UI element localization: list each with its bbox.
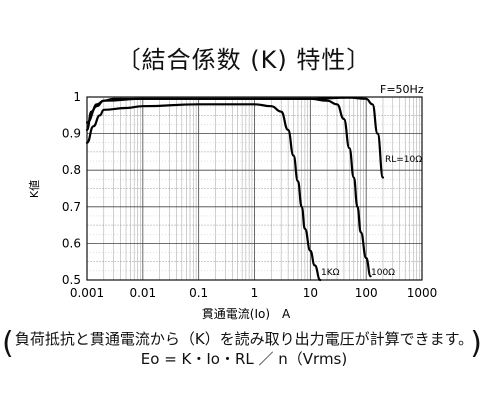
note-line-1: 負荷抵抗と貫通電流から（K）を読み取り出力電圧が計算できます。 xyxy=(14,330,474,348)
x-tick-label: 0.01 xyxy=(129,286,156,300)
series-line-2 xyxy=(85,97,372,278)
y-tick-label: 0.8 xyxy=(62,163,81,177)
annotation-1k: 1KΩ xyxy=(321,268,340,278)
note-line-2: Eo = K・Io・RL ／ n（Vrms) xyxy=(140,350,348,368)
x-tick-labels: 0.001 0.01 0.1 1 10 100 1000 xyxy=(70,286,437,300)
y-tick-label: 0.9 xyxy=(62,127,81,141)
y-tick-label: 0.6 xyxy=(62,236,81,250)
plot-frame xyxy=(86,96,423,281)
x-tick-label: 0.1 xyxy=(189,286,208,300)
annotation-frequency: F=50Hz xyxy=(380,83,424,96)
annotation-rl10: RL=10Ω xyxy=(385,155,422,165)
y-tick-labels: 0.5 0.6 0.7 0.8 0.9 1 xyxy=(62,90,81,287)
note-right-bracket: ) xyxy=(470,326,482,361)
y-tick-label: 0.7 xyxy=(62,200,81,214)
series-lines xyxy=(85,96,385,282)
annotation-100: 100Ω xyxy=(371,268,395,278)
x-tick-label: 0.001 xyxy=(70,286,104,300)
y-tick-label: 1 xyxy=(73,90,81,104)
x-tick-label: 1000 xyxy=(407,286,438,300)
x-tick-label: 10 xyxy=(303,286,318,300)
chart-title: 〔結合係数 (K) 特性〕 xyxy=(116,46,372,74)
note-left-bracket: ( xyxy=(2,326,14,361)
series-line-0 xyxy=(85,96,385,179)
x-axis-label: 貫通電流(Io) A xyxy=(202,307,291,321)
y-axis-label: K値 xyxy=(28,180,41,198)
x-tick-label: 100 xyxy=(355,286,378,300)
x-tick-label: 1 xyxy=(251,286,259,300)
series-line-1 xyxy=(85,103,322,282)
y-tick-label: 0.5 xyxy=(62,273,81,287)
